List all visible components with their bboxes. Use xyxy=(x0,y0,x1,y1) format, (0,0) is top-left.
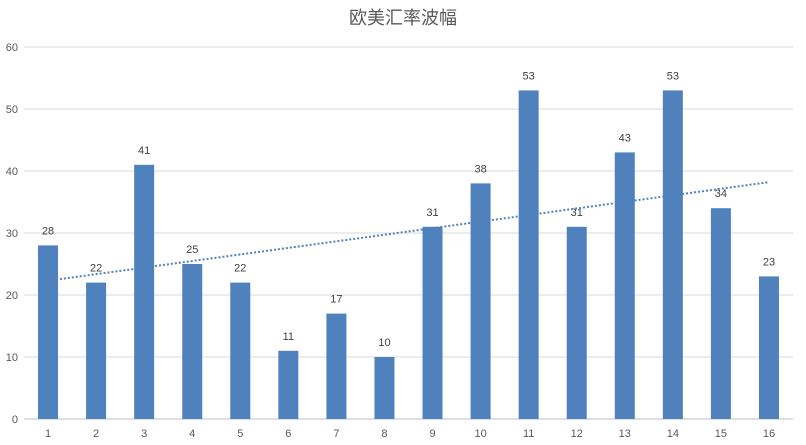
x-tick-label: 1 xyxy=(45,428,51,440)
data-label: 41 xyxy=(138,145,150,157)
bar xyxy=(518,90,539,420)
bar xyxy=(38,245,59,419)
x-tick-label: 10 xyxy=(474,428,486,440)
bar xyxy=(278,350,299,419)
data-label: 31 xyxy=(426,207,438,219)
x-tick-label: 9 xyxy=(429,428,435,440)
bar xyxy=(134,164,155,419)
bar xyxy=(230,282,251,419)
bar xyxy=(662,90,683,420)
data-label: 53 xyxy=(523,70,535,82)
x-tick-label: 4 xyxy=(189,428,195,440)
data-label: 43 xyxy=(619,132,631,144)
y-tick-label: 40 xyxy=(6,166,18,178)
chart-title: 欧美汇率波幅 xyxy=(349,8,457,29)
x-tick-label: 16 xyxy=(763,428,775,440)
bar xyxy=(86,282,107,419)
x-tick-label: 7 xyxy=(333,428,339,440)
data-label: 34 xyxy=(715,188,727,200)
bar xyxy=(422,226,443,419)
x-tick-label: 12 xyxy=(571,428,583,440)
x-tick-label: 2 xyxy=(93,428,99,440)
data-label: 17 xyxy=(330,294,342,306)
x-tick-label: 8 xyxy=(381,428,387,440)
data-label: 10 xyxy=(378,337,390,349)
y-tick-label: 10 xyxy=(6,352,18,364)
bar xyxy=(614,152,635,419)
x-tick-label: 11 xyxy=(523,428,534,440)
data-label: 22 xyxy=(90,263,102,275)
data-label: 23 xyxy=(763,256,775,268)
bar xyxy=(710,208,731,419)
x-tick-label: 13 xyxy=(619,428,631,440)
data-label: 28 xyxy=(42,225,54,237)
y-tick-label: 30 xyxy=(6,228,18,240)
y-tick-label: 60 xyxy=(6,42,18,54)
data-label: 31 xyxy=(571,207,583,219)
y-tick-label: 0 xyxy=(12,414,18,426)
data-label: 38 xyxy=(474,163,486,175)
bar xyxy=(470,183,491,419)
x-tick-label: 3 xyxy=(141,428,147,440)
data-label: 22 xyxy=(234,263,246,275)
data-label: 11 xyxy=(283,331,294,343)
bar xyxy=(758,276,779,419)
x-tick-label: 15 xyxy=(715,428,727,440)
trendline xyxy=(47,181,770,282)
x-tick-label: 14 xyxy=(667,428,679,440)
y-tick-label: 50 xyxy=(6,104,18,116)
bar xyxy=(566,226,587,419)
x-tick-label: 6 xyxy=(285,428,291,440)
y-tick-label: 20 xyxy=(6,290,18,302)
data-label: 25 xyxy=(186,244,198,256)
bar xyxy=(326,313,347,419)
x-tick-label: 5 xyxy=(237,428,243,440)
data-label: 53 xyxy=(667,70,679,82)
bar xyxy=(182,264,203,419)
bar xyxy=(374,357,395,419)
